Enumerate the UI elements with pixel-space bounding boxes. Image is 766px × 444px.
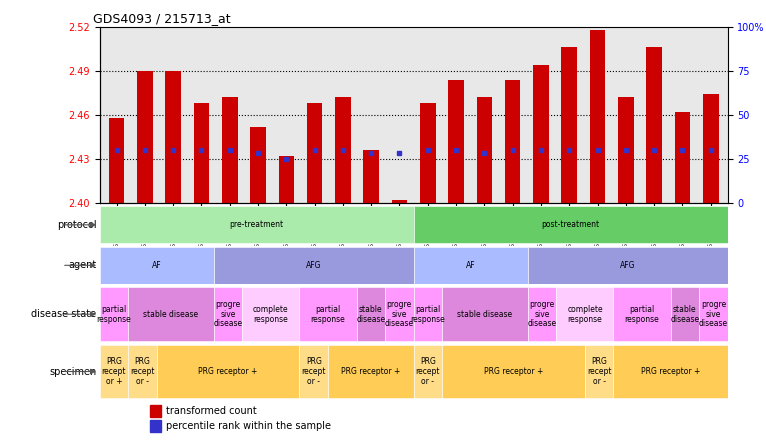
Text: AFG: AFG (620, 261, 636, 270)
Bar (363, 150, 379, 203)
Bar (194, 103, 209, 203)
Bar (137, 71, 152, 203)
Bar (618, 97, 633, 203)
Text: transformed count: transformed count (166, 406, 257, 416)
Bar (165, 71, 181, 203)
Text: PRG
recept
or -: PRG recept or - (587, 357, 611, 386)
Bar (150, 420, 161, 432)
Text: PRG receptor +: PRG receptor + (198, 367, 257, 376)
Bar (420, 103, 436, 203)
Text: stable disease: stable disease (143, 310, 198, 319)
Bar (214, 287, 242, 341)
Bar (448, 79, 464, 203)
Bar (242, 287, 300, 341)
Text: PRG receptor +: PRG receptor + (484, 367, 543, 376)
Bar (556, 287, 614, 341)
Bar (100, 345, 128, 398)
Text: complete
response: complete response (253, 305, 289, 324)
Bar (128, 345, 157, 398)
Text: GDS4093 / 215713_at: GDS4093 / 215713_at (93, 12, 231, 25)
Bar (385, 287, 414, 341)
Bar (335, 97, 351, 203)
Text: progre
sive
disease: progre sive disease (699, 300, 728, 329)
Bar (699, 287, 728, 341)
Bar (356, 287, 385, 341)
Text: disease state: disease state (31, 309, 97, 319)
Text: PRG
recept
or -: PRG recept or - (302, 357, 326, 386)
Bar (442, 345, 585, 398)
Bar (414, 247, 528, 284)
Bar (307, 103, 322, 203)
Bar (222, 97, 237, 203)
Bar (214, 247, 414, 284)
Bar (528, 247, 728, 284)
Text: stable
disease: stable disease (356, 305, 385, 324)
Text: agent: agent (68, 260, 97, 270)
Bar (100, 287, 128, 341)
Bar (328, 345, 414, 398)
Text: stable disease: stable disease (457, 310, 512, 319)
Text: specimen: specimen (49, 366, 97, 377)
Bar (442, 287, 528, 341)
Text: complete
response: complete response (567, 305, 603, 324)
Text: progre
sive
disease: progre sive disease (528, 300, 557, 329)
Bar (109, 118, 124, 203)
Bar (614, 287, 670, 341)
Bar (157, 345, 300, 398)
Bar (590, 30, 605, 203)
Bar (703, 94, 719, 203)
Bar (528, 287, 556, 341)
Text: pre-treatment: pre-treatment (230, 220, 283, 229)
Bar (100, 247, 214, 284)
Bar (100, 206, 414, 243)
Text: percentile rank within the sample: percentile rank within the sample (166, 421, 331, 431)
Text: partial
response: partial response (411, 305, 445, 324)
Bar (561, 47, 577, 203)
Text: PRG
recept
or +: PRG recept or + (102, 357, 126, 386)
Bar (128, 287, 214, 341)
Bar (300, 287, 356, 341)
Bar (279, 156, 294, 203)
Text: post-treatment: post-treatment (542, 220, 600, 229)
Bar (533, 65, 548, 203)
Bar (414, 206, 728, 243)
Bar (150, 405, 161, 416)
Text: partial
response: partial response (310, 305, 345, 324)
Text: progre
sive
disease: progre sive disease (214, 300, 243, 329)
Text: partial
response: partial response (624, 305, 660, 324)
Text: PRG
recept
or -: PRG recept or - (130, 357, 155, 386)
Text: AFG: AFG (306, 261, 322, 270)
Text: partial
response: partial response (97, 305, 131, 324)
Bar (505, 79, 520, 203)
Text: PRG receptor +: PRG receptor + (641, 367, 700, 376)
Bar (670, 287, 699, 341)
Bar (647, 47, 662, 203)
Bar (414, 287, 442, 341)
Bar (300, 345, 328, 398)
Text: AF: AF (152, 261, 162, 270)
Bar (614, 345, 728, 398)
Bar (585, 345, 614, 398)
Bar (675, 112, 690, 203)
Text: AF: AF (466, 261, 476, 270)
Text: PRG
recept
or -: PRG recept or - (416, 357, 440, 386)
Text: stable
disease: stable disease (670, 305, 699, 324)
Bar (414, 345, 442, 398)
Bar (391, 200, 408, 203)
Text: PRG receptor +: PRG receptor + (341, 367, 401, 376)
Text: progre
sive
disease: progre sive disease (385, 300, 414, 329)
Text: protocol: protocol (57, 220, 97, 230)
Bar (250, 127, 266, 203)
Bar (476, 97, 492, 203)
